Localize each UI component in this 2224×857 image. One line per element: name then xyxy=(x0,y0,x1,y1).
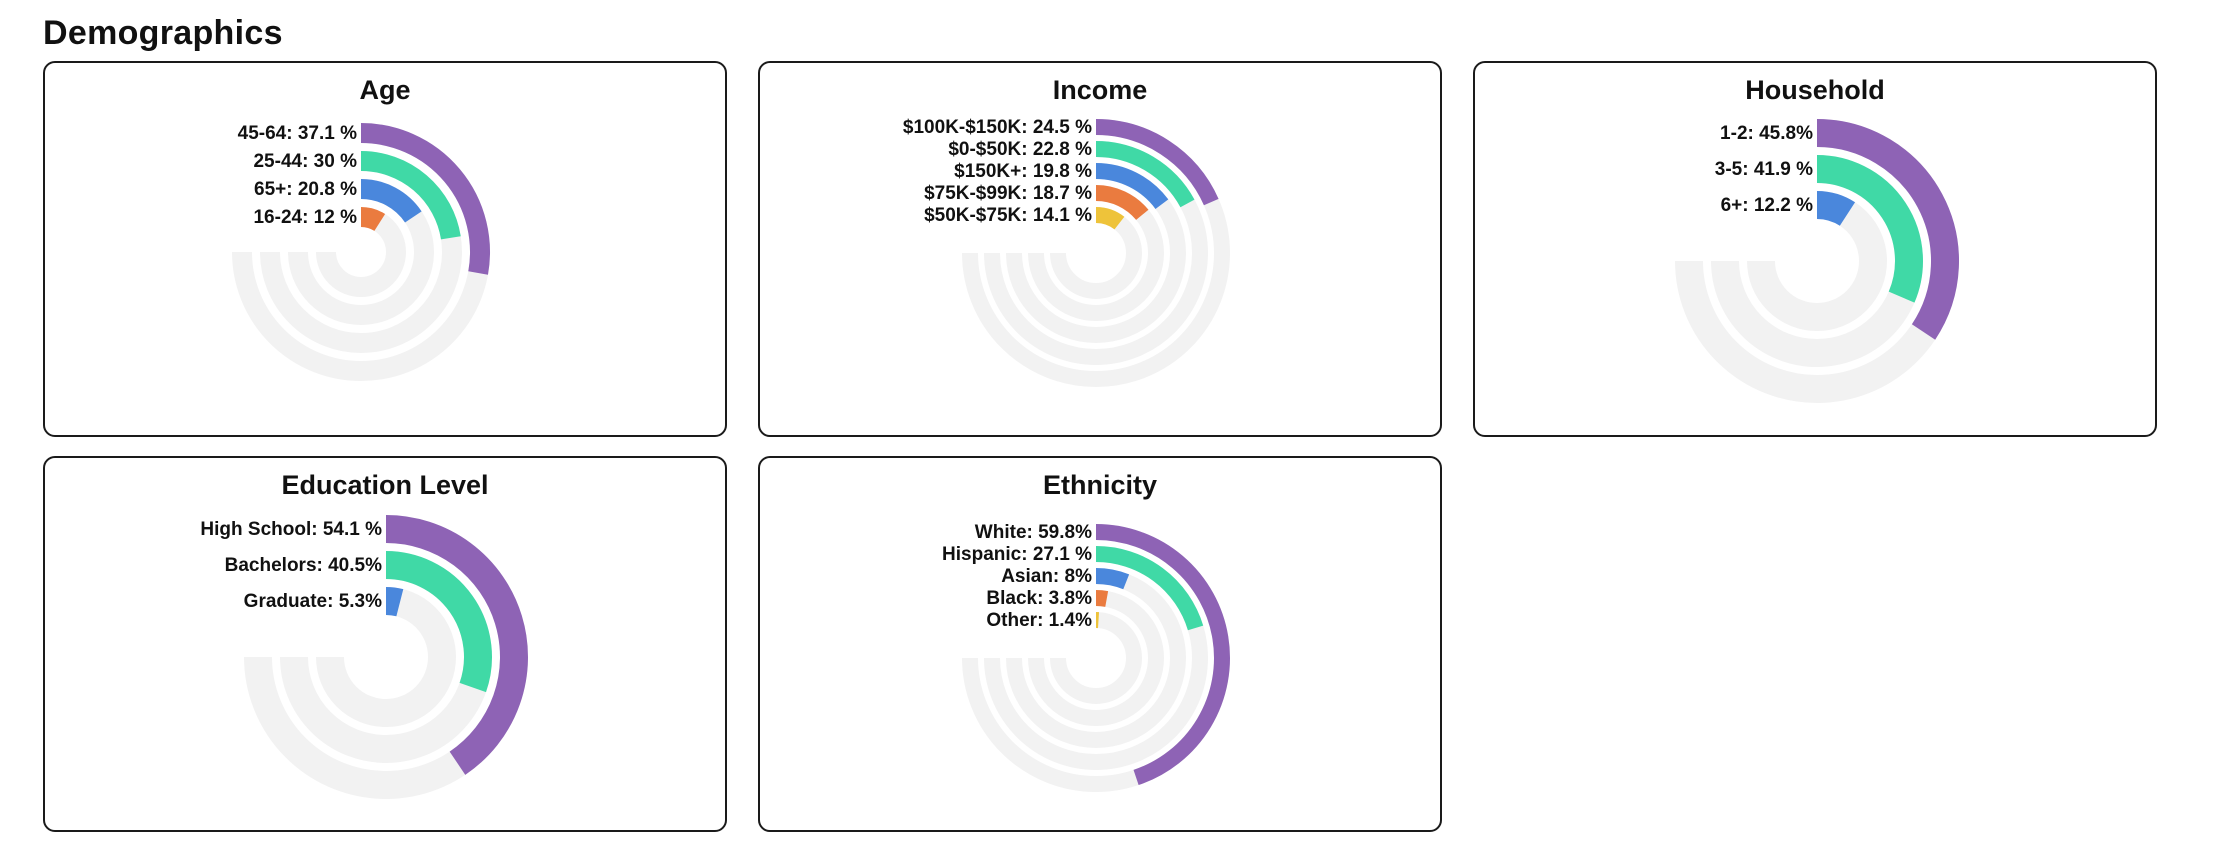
bar-label: 65+: 20.8 % xyxy=(254,179,357,200)
bar-arc-0-50k xyxy=(1095,141,1195,208)
bar-arc-white xyxy=(1095,524,1230,786)
track-arc xyxy=(1050,612,1142,704)
bar-label: Asian: 8% xyxy=(1001,566,1092,587)
bar-arc-hispanic xyxy=(1095,546,1204,631)
bar-label: Other: 1.4% xyxy=(986,610,1092,631)
bar-arc-45-64 xyxy=(360,123,490,275)
bar-label: $100K-$150K: 24.5 % xyxy=(903,117,1092,138)
bar-label: High School: 54.1 % xyxy=(200,519,382,540)
bar-label: Hispanic: 27.1 % xyxy=(942,544,1092,565)
household-chart-card: Household 1-2: 45.8% 3-5: 41.9 % 6+: 12.2 … xyxy=(1473,61,2157,437)
household-radial-chart: 1-2: 45.8% 3-5: 41.9 % 6+: 12.2 % xyxy=(1675,119,1959,403)
bar-arc-65 xyxy=(360,179,422,223)
bar-label: Graduate: 5.3% xyxy=(244,591,382,612)
bar-label: White: 59.8% xyxy=(975,522,1092,543)
ethnicity-radial-chart: White: 59.8%Hispanic: 27.1 %Asian: 8%Bla… xyxy=(942,522,1230,792)
bar-label: 1-2: 45.8% xyxy=(1720,123,1813,144)
income-chart-card: Income $100K-$150K: 24.5 % $0-$50K: 22.8 … xyxy=(758,61,1442,437)
track-arc xyxy=(316,207,406,297)
bar-label: 6+: 12.2 % xyxy=(1721,195,1814,216)
track-arc xyxy=(1747,191,1887,331)
bar-arc-16-24 xyxy=(360,207,386,232)
bar-arc-100k-150k xyxy=(1095,119,1219,206)
bar-arc-bachelors xyxy=(385,551,492,693)
bar-label: $50K-$75K: 14.1 % xyxy=(924,205,1092,226)
bar-label: Black: 3.8% xyxy=(986,588,1092,609)
bar-arc-asian xyxy=(1095,568,1130,590)
education-chart-card: Education Level High School: 54.1 % Bache… xyxy=(43,456,727,832)
chart-title: Income xyxy=(1052,75,1148,105)
bar-arc-1-2 xyxy=(1816,119,1959,340)
bar-label: 25-44: 30 % xyxy=(253,151,357,172)
bar-arc-3-5 xyxy=(1816,155,1923,303)
bar-arc-6 xyxy=(1816,191,1856,227)
track-arc xyxy=(316,587,456,727)
bar-arc-150k xyxy=(1095,163,1169,210)
bar-arc-75k-99k xyxy=(1095,185,1149,221)
bar-label: 3-5: 41.9 % xyxy=(1715,159,1813,180)
track-arc xyxy=(1006,568,1186,748)
bar-label: $75K-$99K: 18.7 % xyxy=(924,183,1092,204)
chart-title: Household xyxy=(1745,75,1885,105)
bar-label: $150K+: 19.8 % xyxy=(954,161,1092,182)
chart-title: Ethnicity xyxy=(1042,470,1157,500)
education-radial-chart: High School: 54.1 % Bachelors: 40.5% Gradu… xyxy=(200,515,528,799)
age-chart-card: Age 45-64: 37.1 % 25-44: 30 % 65+: 20.8 % 1… xyxy=(43,61,727,437)
chart-title: Education Level xyxy=(281,470,489,500)
bar-arc-high-school xyxy=(385,515,528,775)
bar-arc-50k-75k xyxy=(1095,207,1125,230)
bar-label: 45-64: 37.1 % xyxy=(238,123,357,144)
track-arc xyxy=(1028,590,1164,726)
bar-label: $0-$50K: 22.8 % xyxy=(948,139,1092,160)
bar-label: Bachelors: 40.5% xyxy=(225,555,382,576)
bar-label: 16-24: 12 % xyxy=(253,207,357,228)
bar-arc-25-44 xyxy=(360,151,461,240)
page-title: Demographics xyxy=(43,14,283,52)
income-radial-chart: $100K-$150K: 24.5 %$0-$50K: 22.8 %$150K+… xyxy=(903,117,1230,387)
chart-title: Age xyxy=(359,75,411,105)
track-arc xyxy=(1050,207,1142,299)
ethnicity-chart-card: Ethnicity White: 59.8% Hispanic: 27.1 % As… xyxy=(758,456,1442,832)
age-radial-chart: 45-64: 37.1 % 25-44: 30 % 65+: 20.8 % 16-24… xyxy=(232,123,490,381)
bar-arc-black xyxy=(1095,590,1109,607)
bar-arc-graduate xyxy=(385,587,404,617)
